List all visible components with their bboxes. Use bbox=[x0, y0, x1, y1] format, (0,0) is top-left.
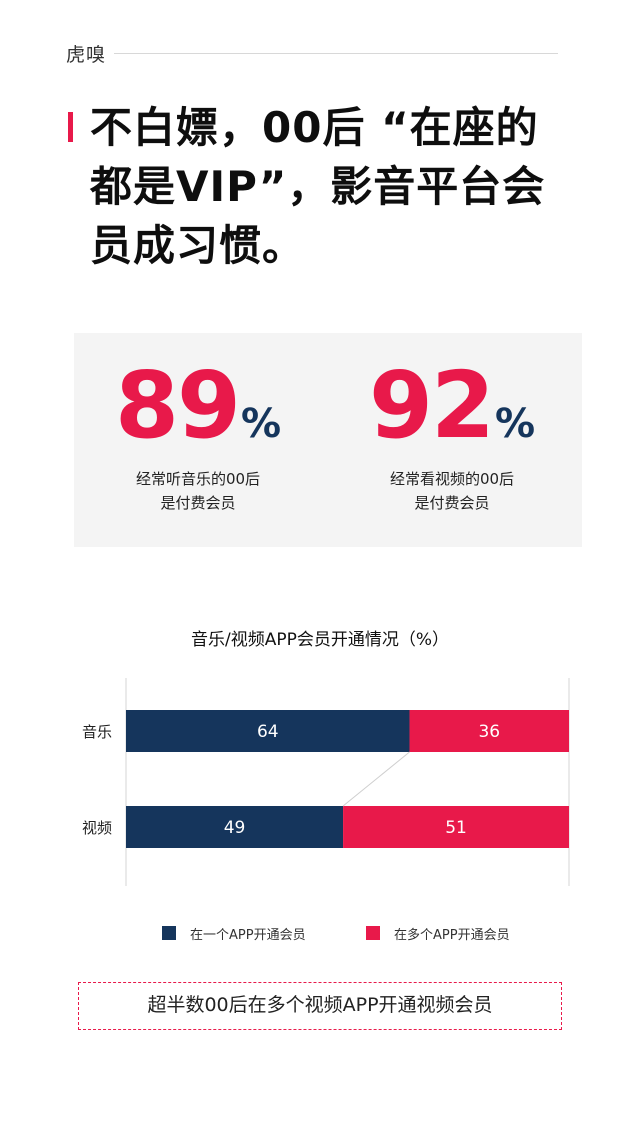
bar-value-label-1-0: 49 bbox=[224, 818, 246, 838]
chart-title: 音乐/视频APP会员开通情况（%） bbox=[190, 630, 449, 650]
stacked-bar-chart: 64 36 音乐 49 51 视频 bbox=[82, 678, 570, 886]
bar-value-label-0-0: 64 bbox=[257, 722, 279, 742]
category-label-0: 音乐 bbox=[82, 723, 112, 741]
stat-music-number: 89 bbox=[114, 352, 241, 459]
legend-item-multiple-apps: 在多个APP开通会员 bbox=[366, 922, 510, 944]
stat-video-desc-line2: 是付费会员 bbox=[414, 494, 490, 512]
series-connector-line bbox=[342, 751, 410, 807]
page-title: 不白嫖，00后 “在座的都是VIP”，影音平台会员成习惯。 bbox=[90, 103, 546, 270]
legend-item-single-app: 在一个APP开通会员 bbox=[162, 922, 306, 944]
bar-segment-0-1 bbox=[409, 710, 569, 752]
stat-video-description: 经常看视频的00后 是付费会员 bbox=[342, 467, 562, 515]
callout-box: 超半数00后在多个视频APP开通视频会员 bbox=[78, 982, 562, 1030]
legend-label-multiple-apps: 在多个APP开通会员 bbox=[394, 927, 510, 943]
title-accent-bar bbox=[68, 112, 73, 142]
bar-segment-0-0 bbox=[126, 710, 410, 752]
stat-video-desc-line1: 经常看视频的00后 bbox=[389, 470, 515, 488]
bar-segment-1-1 bbox=[343, 806, 569, 848]
chart-legend: 在一个APP开通会员 在多个APP开通会员 bbox=[0, 922, 640, 944]
stat-music-desc-line2: 是付费会员 bbox=[160, 494, 236, 512]
bar-value-label-0-1: 36 bbox=[478, 722, 500, 742]
bar-segment-1-0 bbox=[126, 806, 344, 848]
stat-music-unit: % bbox=[240, 401, 282, 447]
stat-music-description: 经常听音乐的00后 是付费会员 bbox=[88, 467, 308, 515]
legend-swatch-single-app bbox=[162, 926, 176, 940]
legend-swatch-multiple-apps bbox=[366, 926, 380, 940]
stat-music: 89% 经常听音乐的00后 是付费会员 bbox=[88, 351, 308, 515]
legend-label-single-app: 在一个APP开通会员 bbox=[190, 927, 306, 943]
category-label-1: 视频 bbox=[82, 819, 112, 837]
brand-logo: 虎嗅 bbox=[66, 44, 107, 66]
stat-video: 92% 经常看视频的00后 是付费会员 bbox=[342, 351, 562, 515]
stat-video-number: 92 bbox=[368, 352, 495, 459]
stat-video-unit: % bbox=[494, 401, 536, 447]
stats-panel: 89% 经常听音乐的00后 是付费会员 92% 经常看视频的00后 是付费会员 bbox=[74, 333, 582, 547]
bar-value-label-1-1: 51 bbox=[445, 818, 467, 838]
stat-music-desc-line1: 经常听音乐的00后 bbox=[135, 470, 261, 488]
header-divider bbox=[114, 53, 558, 54]
